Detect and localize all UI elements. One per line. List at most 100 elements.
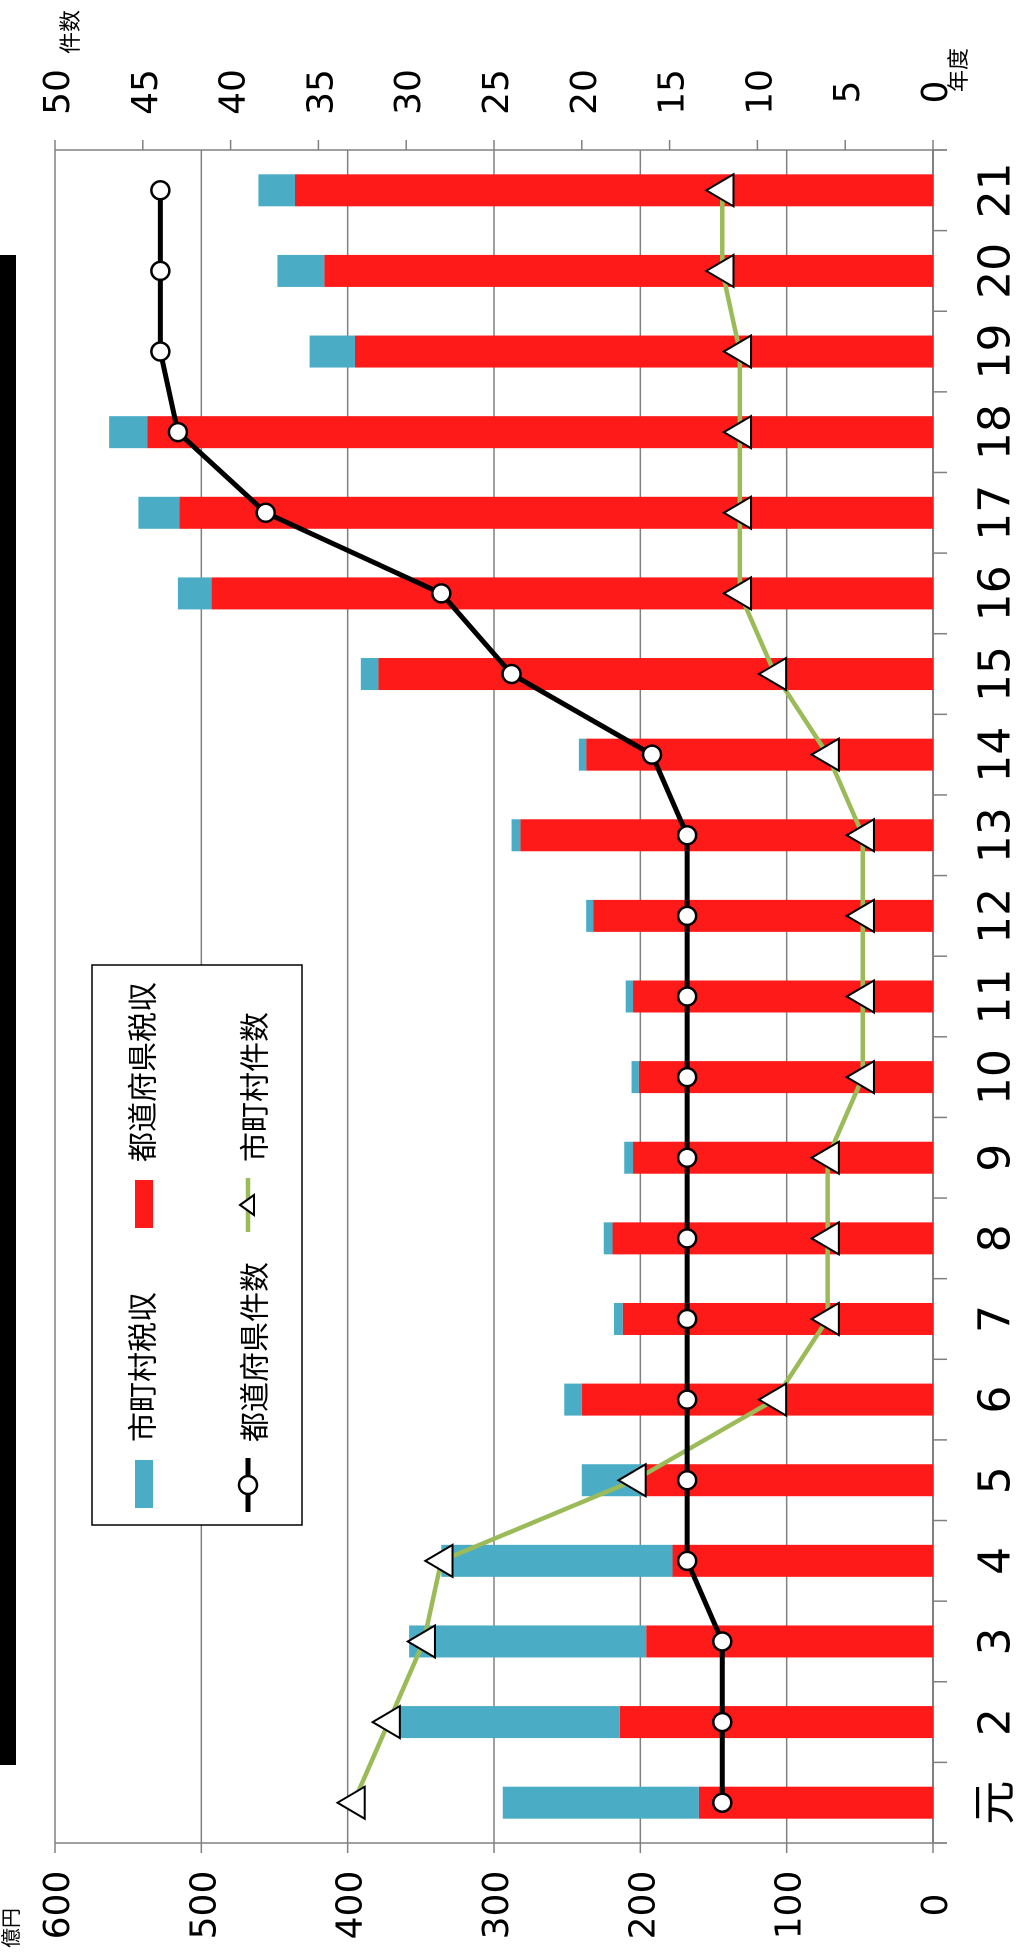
point-prefecture-count [678,1391,696,1409]
point-prefecture-count [713,1794,731,1812]
right-axis-tick-label: 40 [213,69,254,115]
point-prefecture-count [678,1229,696,1247]
category-label: 17 [970,485,1017,541]
category-label: 20 [970,243,1017,299]
legend-label-municipal-count: 市町村件数 [239,1012,274,1162]
category-label: 6 [970,1386,1017,1414]
bar-prefecture-tax [620,1706,933,1738]
point-prefecture-count [678,826,696,844]
right-axis-tick-label: 10 [739,69,780,115]
right-axis-unit-label: 件数 [59,10,84,54]
category-label: 21 [970,162,1017,218]
bar-prefecture-tax [586,739,933,771]
point-prefecture-count [678,1552,696,1570]
left-axis-unit-label: 億円 [0,1908,23,1948]
bar-municipal-tax [632,1061,639,1093]
legend-swatch-prefecture-tax [135,1180,153,1228]
bar-prefecture-tax [378,658,933,690]
bar-prefecture-tax [594,900,933,932]
point-prefecture-count [678,1310,696,1328]
category-label: 13 [970,807,1017,863]
bar-prefecture-tax [324,255,933,287]
left-axis-tick-label: 100 [769,1871,810,1940]
category-label: 16 [970,565,1017,621]
point-prefecture-count [713,1632,731,1650]
right-axis-tick-label: 20 [564,69,605,115]
right-axis-tick-label: 5 [827,81,868,104]
bar-prefecture-tax [212,577,933,609]
right-axis-tick-label: 35 [300,69,341,115]
bar-prefecture-tax [147,416,933,448]
bar-prefecture-tax [355,336,933,368]
bar-municipal-tax [361,658,379,690]
bar-municipal-tax [586,900,593,932]
category-label: 14 [970,727,1017,783]
point-municipal-count [373,1706,400,1738]
category-label: 4 [970,1547,1017,1575]
category-label: 元 [970,1781,1017,1825]
bar-prefecture-tax [623,1303,933,1335]
bar-municipal-tax [258,174,295,206]
category-label: 9 [970,1144,1017,1172]
bar-municipal-tax [579,739,586,771]
point-prefecture-count [503,665,521,683]
bar-municipal-tax [178,577,212,609]
point-prefecture-count [151,343,169,361]
right-axis-tick-label: 30 [388,69,429,115]
bar-prefecture-tax [673,1545,933,1577]
legend-label-municipal-tax: 市町村税収 [127,1292,162,1442]
point-prefecture-count [151,262,169,280]
bar-prefecture-tax [613,1222,933,1254]
bar-municipal-tax [604,1222,613,1254]
left-axis-tick-label: 600 [37,1871,78,1940]
point-prefecture-count [432,584,450,602]
category-label: 12 [970,888,1017,944]
bar-municipal-tax [109,416,147,448]
category-label: 3 [970,1627,1017,1655]
bar-prefecture-tax [699,1787,933,1819]
point-prefecture-count [169,423,187,441]
category-label: 19 [970,324,1017,380]
bar-municipal-tax [441,1545,672,1577]
legend-label-prefecture-count: 都道府県件数 [239,1262,274,1442]
category-label: 11 [970,969,1017,1025]
point-prefecture-count [257,504,275,522]
legend-swatch-municipal-tax [135,1460,153,1508]
point-municipal-count [338,1787,365,1819]
point-prefecture-count [678,1068,696,1086]
bar-municipal-tax [614,1303,623,1335]
right-axis-tick-label: 50 [37,69,78,115]
bar-municipal-tax [503,1787,699,1819]
bar-municipal-tax [277,255,324,287]
category-label: 5 [970,1466,1017,1494]
bar-municipal-tax [138,497,179,529]
bar-municipal-tax [512,819,521,851]
left-axis-tick-label: 0 [915,1894,956,1917]
category-label: 2 [970,1708,1017,1736]
bar-municipal-tax [564,1384,582,1416]
point-prefecture-count [678,1149,696,1167]
category-label: 18 [970,404,1017,460]
right-axis-tick-label: 25 [476,69,517,115]
category-label: 10 [970,1049,1017,1105]
left-axis-tick-label: 500 [183,1871,224,1940]
bar-municipal-tax [310,336,355,368]
point-prefecture-count [678,988,696,1006]
bar-prefecture-tax [646,1625,933,1657]
point-prefecture-count [151,181,169,199]
category-label: 15 [970,646,1017,702]
bar-municipal-tax [400,1706,620,1738]
bar-prefecture-tax [295,174,933,206]
left-axis-tick-label: 300 [476,1871,517,1940]
point-prefecture-count [643,746,661,764]
legend-marker-prefecture-count [239,1476,257,1494]
legend-label-prefecture-tax: 都道府県税収 [127,982,162,1162]
category-label: 7 [970,1305,1017,1333]
bar-municipal-tax [624,1142,633,1174]
point-prefecture-count [678,907,696,925]
category-label: 8 [970,1224,1017,1252]
right-axis-tick-label: 15 [652,69,693,115]
right-axis-tick-label: 45 [125,69,166,115]
